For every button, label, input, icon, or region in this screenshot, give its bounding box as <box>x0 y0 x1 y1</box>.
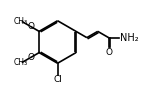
Text: Cl: Cl <box>53 75 62 84</box>
Text: O: O <box>27 22 34 31</box>
Text: O: O <box>27 53 34 62</box>
Text: O: O <box>105 48 112 57</box>
Text: CH₃: CH₃ <box>14 58 28 67</box>
Text: CH₃: CH₃ <box>14 17 28 26</box>
Text: NH₂: NH₂ <box>120 33 138 43</box>
